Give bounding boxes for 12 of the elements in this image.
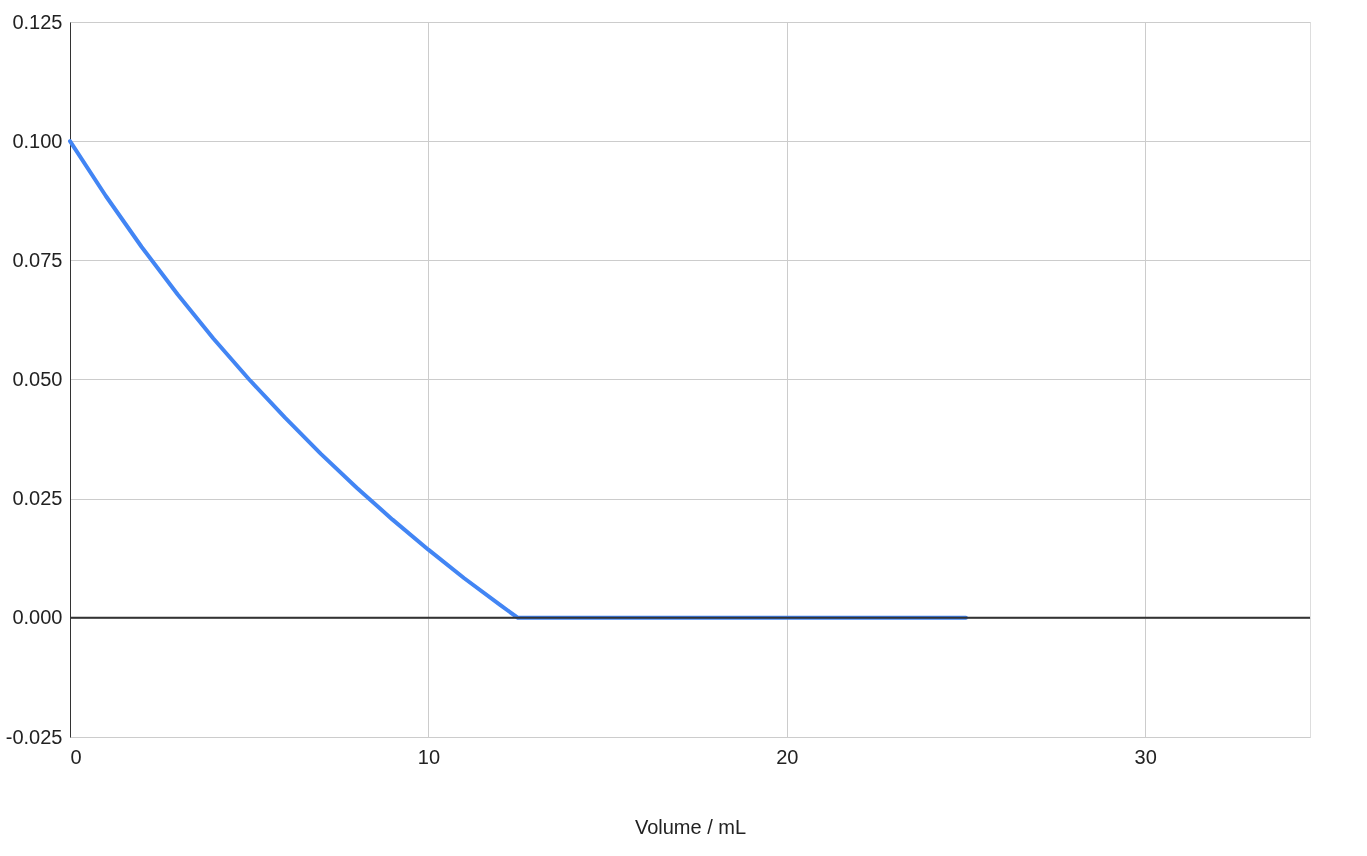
- x-tick-label: 10: [417, 745, 441, 768]
- y-tick-label: 0.025: [12, 487, 63, 510]
- y-tick-label: 0.100: [12, 129, 63, 152]
- y-tick-label: 0.125: [12, 10, 63, 33]
- y-tick-label: -0.025: [5, 725, 63, 748]
- x-tick-label: 30: [1134, 745, 1157, 768]
- y-tick-label: 0.000: [12, 606, 63, 629]
- x-axis-title: Volume / mL: [634, 815, 747, 838]
- x-tick-label: 0: [70, 745, 82, 768]
- y-tick-label: 0.050: [12, 368, 63, 390]
- x-tick-label: 20: [776, 745, 799, 768]
- y-tick-label: 0.075: [12, 248, 63, 271]
